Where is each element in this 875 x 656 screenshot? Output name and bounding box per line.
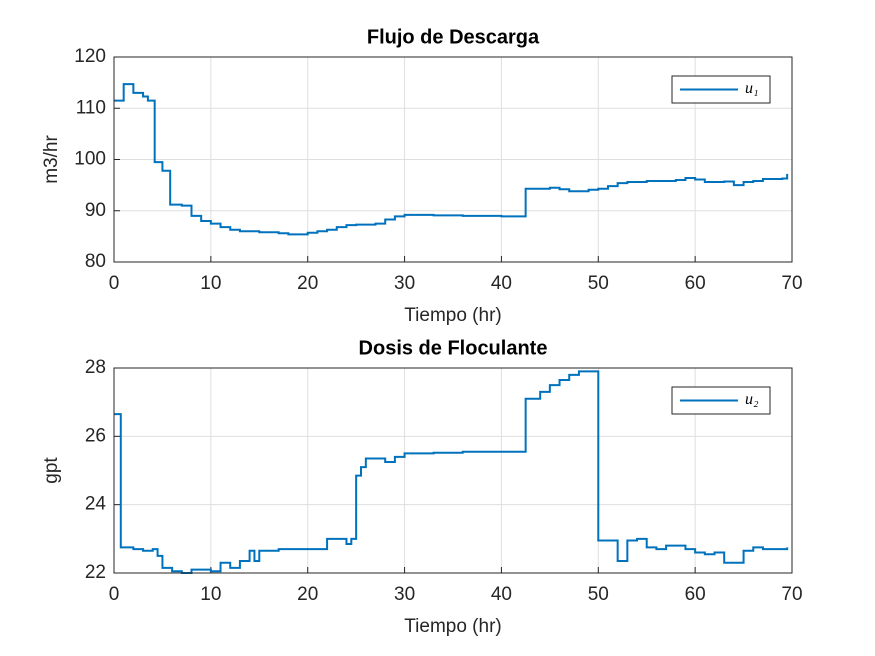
y-tick-label: 24 [85,494,107,515]
data-line [114,83,789,236]
y-axis-label: m3/hr [41,135,62,184]
y-tick-label: 28 [85,357,106,378]
y-tick-label: 100 [74,149,106,170]
x-tick-label: 10 [200,273,221,294]
x-tick-label: 10 [200,584,221,605]
chart-title: Flujo de Descarga [367,26,540,48]
x-tick-label: 60 [685,584,706,605]
x-tick-label: 50 [588,584,609,605]
x-tick-label: 70 [781,273,802,294]
x-tick-label: 50 [588,273,609,294]
x-tick-label: 60 [685,273,706,294]
legend-label: u₁ [745,80,759,97]
x-tick-label: 40 [491,273,512,294]
x-tick-label: 40 [491,584,512,605]
chart-title: Dosis de Floculante [359,337,548,359]
x-tick-label: 70 [781,584,802,605]
x-tick-label: 30 [394,273,415,294]
y-axis-label: gpt [41,457,62,484]
x-tick-label: 0 [109,273,120,294]
x-tick-label: 20 [297,584,318,605]
x-tick-label: 30 [394,584,415,605]
y-tick-label: 110 [76,97,106,118]
x-tick-label: 0 [109,584,120,605]
y-tick-label: 26 [85,425,106,446]
x-axis-label: Tiempo (hr) [404,616,501,637]
legend-label: u₂ [745,391,759,408]
y-tick-label: 22 [85,562,106,583]
x-axis-label: Tiempo (hr) [404,305,501,326]
y-tick-label: 90 [85,200,106,221]
y-tick-label: 80 [85,251,106,272]
x-tick-label: 20 [297,273,318,294]
axes-box [113,367,793,574]
axes-box [113,56,793,263]
y-tick-label: 120 [74,46,106,67]
